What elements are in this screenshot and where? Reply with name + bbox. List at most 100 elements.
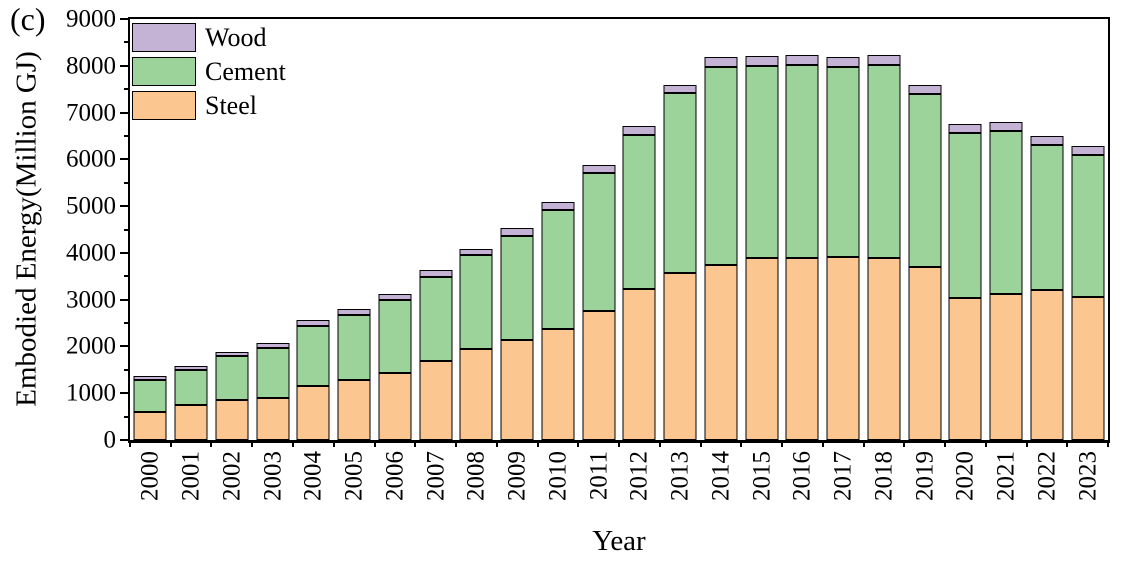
bar-2011-cement (582, 172, 616, 312)
bar-2023-steel (1071, 296, 1105, 440)
x-tick-label-2002: 2002 (218, 451, 246, 501)
x-tick (169, 440, 172, 447)
bar-2018-cement (867, 64, 901, 258)
bar-2002-steel (215, 400, 249, 440)
bar-2002-wood (215, 351, 249, 357)
bar-2020-wood (948, 124, 982, 133)
bar-2022-cement (1030, 144, 1064, 290)
bar-2012-cement (622, 135, 656, 290)
bar-2008-steel (459, 348, 493, 440)
x-tick-label-2021: 2021 (992, 451, 1020, 501)
x-tick (903, 440, 906, 447)
y-major-tick (120, 392, 130, 395)
bar-2000-steel (133, 411, 167, 440)
x-tick-label-2008: 2008 (462, 451, 490, 501)
y-tick-label: 6000 (66, 145, 116, 173)
bar-2013-steel (663, 273, 697, 440)
bar-2001-wood (174, 366, 208, 370)
bar-2012-wood (622, 125, 656, 136)
x-tick (699, 440, 702, 447)
bar-2018-wood (867, 55, 901, 65)
y-tick-label: 9000 (66, 5, 116, 33)
bar-2007-wood (419, 270, 453, 277)
bar-2010-cement (541, 209, 575, 330)
x-tick (1107, 440, 1109, 447)
panel-label: (c) (10, 1, 46, 37)
legend-swatch-cement (132, 57, 196, 86)
bar-2007-steel (419, 361, 453, 440)
bar-2011-wood (582, 165, 616, 173)
x-tick-label-2023: 2023 (1074, 451, 1102, 501)
bar-2019-wood (908, 84, 942, 95)
x-tick-label-2003: 2003 (259, 451, 287, 501)
bar-2009-cement (500, 235, 534, 340)
bar-2014-cement (704, 66, 738, 266)
bar-2006-wood (378, 294, 412, 301)
y-minor-tick (124, 275, 130, 278)
bar-2000-wood (133, 376, 167, 381)
bar-2008-wood (459, 248, 493, 256)
bar-2005-steel (337, 379, 371, 440)
bar-2017-cement (826, 66, 860, 258)
x-tick (454, 440, 457, 447)
x-tick (1025, 440, 1028, 447)
x-tick (862, 440, 865, 447)
y-major-tick (120, 345, 130, 348)
bar-2019-cement (908, 94, 942, 268)
y-minor-tick (124, 228, 130, 231)
bar-2013-wood (663, 85, 697, 94)
bar-2015-steel (745, 257, 779, 440)
x-tick-label-2018: 2018 (870, 451, 898, 501)
bar-2022-wood (1030, 136, 1064, 145)
bar-2016-wood (785, 55, 819, 66)
bar-2015-cement (745, 66, 779, 258)
legend-entry-wood: Wood (132, 22, 286, 53)
bar-2000-cement (133, 380, 167, 412)
plot-inner: 0 1000 2000 3000 4000 5000 6000 7000 8000 9000 200… (66, 7, 1109, 501)
legend-entry-cement: Cement (132, 56, 286, 87)
bar-2012-steel (622, 289, 656, 440)
bar-2019-steel (908, 267, 942, 440)
x-tick-label-2007: 2007 (422, 451, 450, 501)
bar-2022-steel (1030, 289, 1064, 440)
bar-2011-steel (582, 311, 616, 440)
legend-entry-steel: Steel (132, 90, 286, 121)
x-tick-label-2000: 2000 (136, 451, 164, 501)
bar-2015-wood (745, 56, 779, 67)
bar-2004-steel (296, 386, 330, 440)
x-tick-label-2014: 2014 (707, 451, 735, 501)
bar-2004-wood (296, 319, 330, 326)
y-tick-label: 3000 (66, 286, 116, 314)
bar-2023-wood (1071, 146, 1105, 156)
x-tick (944, 440, 946, 447)
bar-2003-wood (256, 342, 290, 348)
bar-2014-wood (704, 57, 738, 67)
y-tick-label: 1000 (66, 379, 116, 407)
bar-2010-wood (541, 201, 575, 210)
x-tick (618, 440, 620, 447)
bar-2014-steel (704, 265, 738, 440)
x-tick (821, 440, 824, 447)
x-tick-label-2015: 2015 (748, 451, 776, 501)
bar-2003-cement (256, 347, 290, 399)
bar-2001-steel (174, 405, 208, 440)
bar-2020-steel (948, 297, 982, 440)
bar-2020-cement (948, 132, 982, 298)
bar-2003-steel (256, 398, 290, 440)
bar-2021-cement (989, 131, 1023, 294)
y-minor-tick (124, 181, 130, 184)
x-tick-label-2012: 2012 (625, 451, 653, 501)
x-tick (373, 440, 376, 447)
y-minor-tick (124, 415, 130, 418)
x-tick (210, 440, 213, 447)
y-tick-label: 8000 (66, 52, 116, 80)
y-tick-label: 4000 (66, 239, 116, 267)
bar-2013-cement (663, 93, 697, 274)
bar-2016-steel (785, 257, 819, 440)
x-tick-label-2010: 2010 (544, 451, 572, 501)
x-tick (536, 440, 539, 447)
x-tick-label-2001: 2001 (177, 451, 205, 501)
bar-2007-cement (419, 277, 453, 362)
x-tick (1066, 440, 1069, 447)
